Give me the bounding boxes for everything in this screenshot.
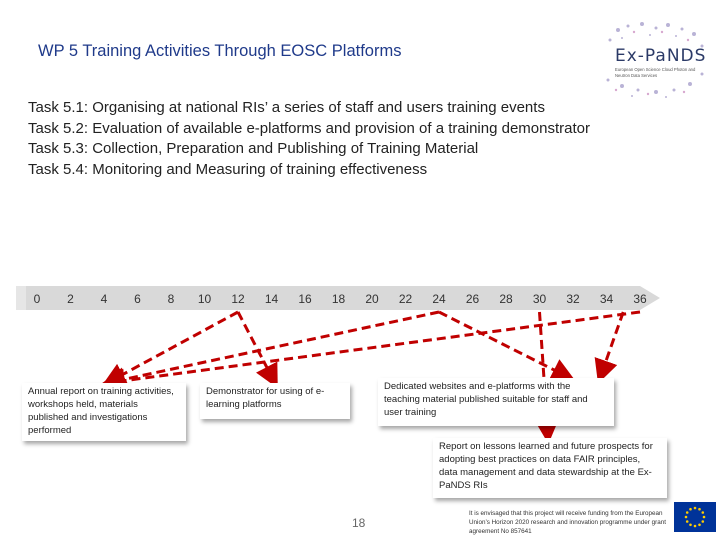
timeline-tick-18: 18 [332,292,346,306]
logo-subtitle: European Open Science Cloud Photon and N… [615,67,696,78]
task-5-1: Task 5.1: Organising at national RIs’ a … [28,99,545,116]
deliverable-arrow-annual-12 [101,310,239,386]
page-number: 18 [352,516,366,530]
deliverable-arrow-annual-36 [101,310,641,393]
timeline-tick-4: 4 [101,292,108,306]
timeline-tick-24: 24 [432,292,446,306]
timeline-tick-8: 8 [168,292,175,306]
task-5-3: Task 5.3: Collection, Preparation and Pu… [28,140,479,157]
timeline-tick-36: 36 [633,292,647,306]
timeline-tick-16: 16 [298,292,312,306]
timeline-ticks: 0 2 4 6 8 10 12 14 16 18 20 22 24 26 28 30 32 34 36 [34,292,647,306]
eu-star [685,520,689,523]
eu-star [693,506,697,510]
deliverable-arrow-websites [438,310,576,381]
eu-star [701,511,705,514]
timeline-bar-border [16,286,26,310]
timeline-tick-14: 14 [265,292,279,306]
eu-star [689,507,692,511]
deliverable-demonstrator-text: Demonstrator for using of e-learning pla… [206,386,325,410]
eu-star [684,515,688,519]
timeline-tick-26: 26 [466,292,480,306]
task-5-2: Task 5.2: Evaluation of available e-plat… [28,119,590,137]
eu-star [689,523,692,527]
eu-star [693,524,697,528]
timeline-tick-28: 28 [499,292,513,306]
deliverable-lessons-report-text: Report on lessons learned and future pro… [439,441,653,491]
task-5-4: Task 5.4: Monitoring and Measuring of tr… [28,160,428,178]
eu-star [702,515,706,519]
timeline-tick-32: 32 [566,292,580,306]
timeline-tick-10: 10 [198,292,212,306]
ex-pands-logo [606,22,704,98]
eu-star [685,511,689,514]
deliverable-websites: Dedicated websites and e-platforms with … [378,378,614,426]
timeline-tick-30: 30 [533,292,547,306]
deliverable-demonstrator: Demonstrator for using of e-learning pla… [200,383,350,419]
timeline-tick-6: 6 [134,292,141,306]
funding-statement: It is envisaged that this project will r… [469,510,666,535]
deliverable-annual-report-text: Annual report on training activities, wo… [28,386,174,436]
task-list: Task 5.1: Organising at national RIs’ a … [28,98,590,180]
deliverable-arrows [101,310,641,444]
slide-title: WP 5 Training Activities Through EOSC Pl… [38,42,402,60]
eu-star [701,520,705,523]
eu-star [698,507,701,511]
deliverable-lessons-report: Report on lessons learned and future pro… [433,438,667,498]
eu-star [698,523,701,527]
deliverable-arrow-annual-24 [101,310,440,391]
timeline-tick-0: 0 [34,292,41,306]
timeline-bar [16,286,660,310]
deliverable-websites-text: Dedicated websites and e-platforms with … [384,381,588,418]
timeline-tick-12: 12 [231,292,245,306]
eu-flag-icon [674,502,716,532]
timeline-tick-2: 2 [67,292,74,306]
timeline-tick-20: 20 [365,292,379,306]
timeline-tick-34: 34 [600,292,614,306]
timeline-tick-22: 22 [399,292,413,306]
deliverable-arrow-lessons-35 [594,311,625,384]
deliverable-annual-report: Annual report on training activities, wo… [22,383,186,441]
logo-wordmark: Ex-PaNDS [615,46,707,66]
